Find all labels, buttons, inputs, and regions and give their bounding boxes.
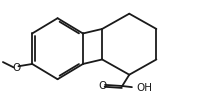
Text: O: O [99,80,107,90]
Text: OH: OH [136,82,152,92]
Text: O: O [12,62,20,72]
